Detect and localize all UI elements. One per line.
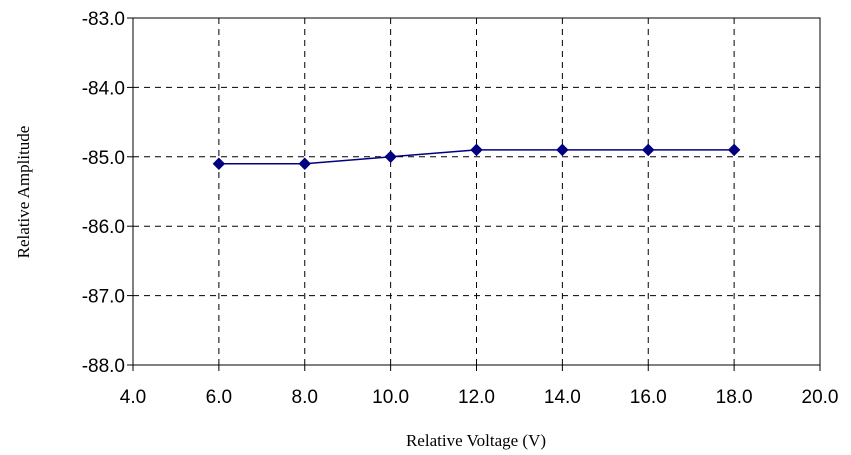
y-tick-label: -88.0 xyxy=(82,356,125,377)
data-point-marker xyxy=(212,157,226,170)
x-axis-title: Relative Voltage (V) xyxy=(406,431,546,450)
plot-frame xyxy=(132,17,821,366)
tick-labels: 4.0 6.0 8.0 10.0 12.0 14.0 16.0 18.0 20.0 -83.0 -8… xyxy=(82,9,839,408)
x-tick-label: 6.0 xyxy=(206,387,232,408)
x-tick-label: 10.0 xyxy=(372,387,409,408)
axes xyxy=(127,17,821,371)
x-tick-label: 18.0 xyxy=(716,387,753,408)
plot-area xyxy=(133,18,820,365)
y-tick-label: -84.0 xyxy=(82,78,125,99)
y-tick-label: -85.0 xyxy=(82,148,125,169)
data-point-marker xyxy=(642,143,655,157)
x-tick-label: 4.0 xyxy=(120,387,146,408)
data-point-marker xyxy=(727,143,741,157)
x-tick-label: 8.0 xyxy=(292,387,318,408)
x-tick-label: 14.0 xyxy=(544,387,581,408)
y-tick-label: -83.0 xyxy=(82,9,125,30)
data-point-marker xyxy=(556,143,569,157)
data-point-marker xyxy=(298,157,311,170)
x-tick-label: 12.0 xyxy=(458,387,495,408)
y-tick-label: -87.0 xyxy=(82,287,125,308)
y-tick-label: -86.0 xyxy=(82,217,125,238)
data-series xyxy=(212,143,741,170)
x-tick-label: 20.0 xyxy=(802,387,839,408)
gridlines xyxy=(133,18,820,365)
data-point-marker xyxy=(384,150,397,164)
y-axis-title: Relative Amplitude xyxy=(14,126,33,259)
x-tick-label: 16.0 xyxy=(630,387,667,408)
data-point-marker xyxy=(470,143,483,157)
